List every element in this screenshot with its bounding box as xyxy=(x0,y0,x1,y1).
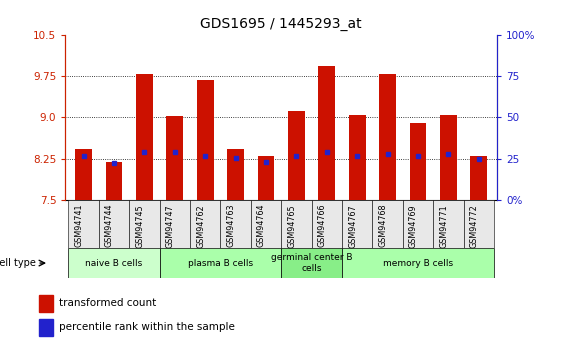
Text: GSM94745: GSM94745 xyxy=(135,204,144,248)
Bar xyxy=(342,200,373,248)
Text: GSM94767: GSM94767 xyxy=(348,204,357,248)
Text: memory B cells: memory B cells xyxy=(383,258,453,268)
Text: transformed count: transformed count xyxy=(59,298,156,308)
Bar xyxy=(129,200,160,248)
Text: GSM94747: GSM94747 xyxy=(166,204,175,248)
Bar xyxy=(470,157,487,200)
Text: GSM94769: GSM94769 xyxy=(409,204,418,248)
Bar xyxy=(68,200,99,248)
Text: GSM94741: GSM94741 xyxy=(74,204,83,247)
Text: GSM94764: GSM94764 xyxy=(257,204,266,247)
Bar xyxy=(99,200,129,248)
Text: GSM94768: GSM94768 xyxy=(378,204,387,247)
Bar xyxy=(281,200,312,248)
Bar xyxy=(373,200,403,248)
Bar xyxy=(197,80,214,200)
Text: GSM94744: GSM94744 xyxy=(105,204,114,247)
Bar xyxy=(258,157,274,200)
Bar xyxy=(39,295,53,312)
Text: GSM94771: GSM94771 xyxy=(440,204,448,248)
Bar xyxy=(227,149,244,200)
Bar xyxy=(68,248,160,278)
Bar xyxy=(166,116,183,200)
Bar xyxy=(319,66,335,200)
Text: naive B cells: naive B cells xyxy=(85,258,143,268)
Bar xyxy=(160,248,281,278)
Text: GSM94762: GSM94762 xyxy=(196,204,205,248)
Bar xyxy=(410,124,427,200)
Bar xyxy=(342,248,494,278)
Bar xyxy=(136,74,153,200)
Text: cell type: cell type xyxy=(0,258,36,268)
Bar xyxy=(288,111,304,200)
Bar xyxy=(220,200,250,248)
Bar xyxy=(440,115,457,200)
Bar xyxy=(379,74,396,200)
Bar xyxy=(312,200,342,248)
Text: germinal center B
cells: germinal center B cells xyxy=(271,253,352,273)
Bar xyxy=(349,115,366,200)
Text: GSM94766: GSM94766 xyxy=(318,204,327,247)
Bar xyxy=(75,149,92,200)
Bar xyxy=(39,319,53,336)
Bar xyxy=(190,200,220,248)
Bar xyxy=(160,200,190,248)
Title: GDS1695 / 1445293_at: GDS1695 / 1445293_at xyxy=(201,17,362,31)
Bar xyxy=(463,200,494,248)
Text: GSM94765: GSM94765 xyxy=(287,204,296,248)
Text: GSM94772: GSM94772 xyxy=(470,204,479,248)
Bar xyxy=(250,200,281,248)
Bar xyxy=(403,200,433,248)
Text: plasma B cells: plasma B cells xyxy=(188,258,253,268)
Text: GSM94763: GSM94763 xyxy=(227,204,236,247)
Bar xyxy=(281,248,342,278)
Bar xyxy=(433,200,463,248)
Text: percentile rank within the sample: percentile rank within the sample xyxy=(59,322,235,332)
Bar xyxy=(106,162,122,200)
